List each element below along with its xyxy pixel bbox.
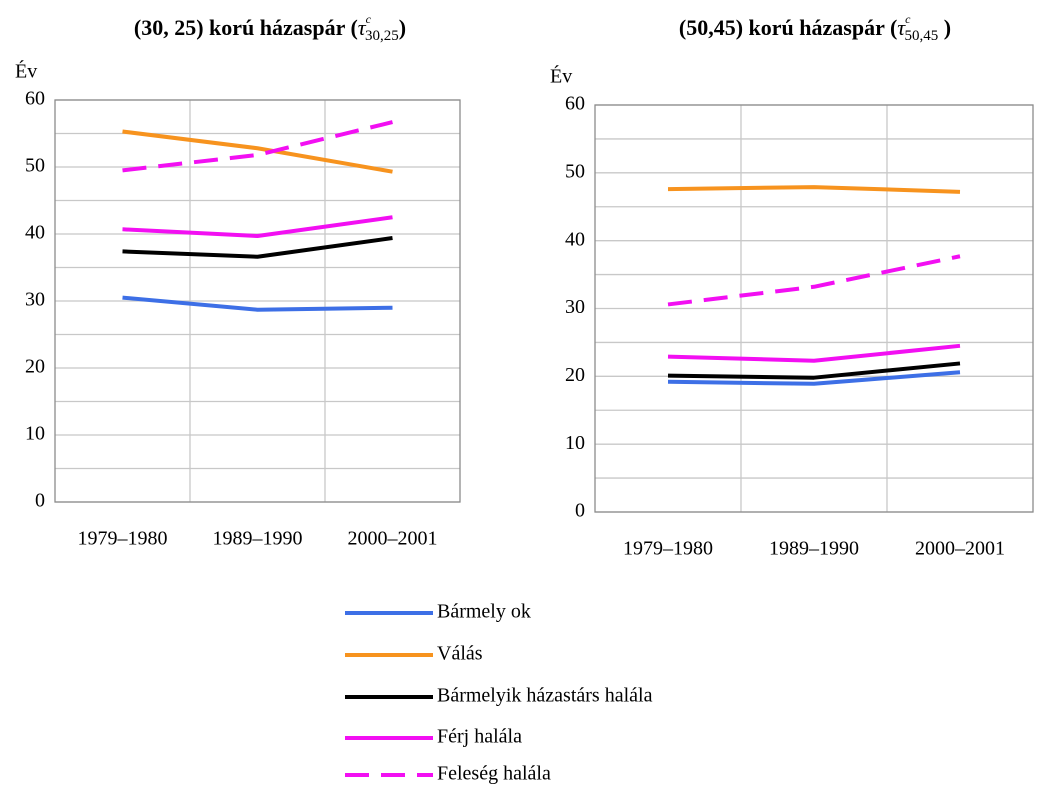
y-tick-label: 10 xyxy=(565,432,585,454)
title-superscript: c xyxy=(366,12,372,26)
y-tick-label: 20 xyxy=(565,364,585,386)
y-tick-label: 60 xyxy=(565,93,585,115)
plot-frame xyxy=(54,99,461,503)
title-symbol: τ xyxy=(358,15,367,40)
y-tick-label: 30 xyxy=(565,296,585,318)
title-text: (30, 25) korú házaspár ( xyxy=(134,15,358,40)
x-tick-label: 2000–2001 xyxy=(915,538,1005,560)
title-superscript: c xyxy=(905,12,911,26)
y-tick-label: 0 xyxy=(575,500,585,522)
series-line xyxy=(667,343,961,363)
series-line xyxy=(122,129,393,174)
legend-label: Bármely ok xyxy=(437,601,531,623)
y-tick-label: 20 xyxy=(25,356,45,378)
title-subscript: 30,25 xyxy=(365,28,399,44)
y-tick-label: 10 xyxy=(25,423,45,445)
y-tick-label: 50 xyxy=(25,155,45,177)
series-line xyxy=(667,370,961,386)
title-close: ) xyxy=(399,15,406,40)
series-line xyxy=(667,254,961,307)
chart-title: (50,45) korú házaspár (τc 50,45 ) xyxy=(679,12,951,45)
x-tick-label: 1979–1980 xyxy=(623,538,713,560)
legend-label: Férj halála xyxy=(437,726,522,748)
x-tick-label: 1989–1990 xyxy=(769,538,859,560)
y-tick-label: 60 xyxy=(25,88,45,110)
series-line xyxy=(122,120,393,173)
y-tick-label: 30 xyxy=(25,289,45,311)
y-axis-label: Év xyxy=(15,60,37,83)
legend-label: Bármelyik házastárs halála xyxy=(437,685,653,707)
title-symbol: τ xyxy=(897,15,906,40)
y-tick-label: 0 xyxy=(35,490,45,512)
x-tick-label: 2000–2001 xyxy=(348,528,438,550)
x-tick-label: 1989–1990 xyxy=(213,528,303,550)
y-tick-label: 50 xyxy=(565,160,585,182)
chart-title: (30, 25) korú házaspár (τc 30,25) xyxy=(134,12,406,45)
legend-label: Feleség halála xyxy=(437,763,551,785)
y-tick-label: 40 xyxy=(25,222,45,244)
title-subscript: 50,45 xyxy=(905,28,939,44)
title-close: ) xyxy=(938,15,951,40)
plot-frame xyxy=(594,104,1034,513)
x-tick-label: 1979–1980 xyxy=(78,528,168,550)
y-tick-label: 40 xyxy=(565,228,585,250)
title-text: (50,45) korú házaspár ( xyxy=(679,15,897,40)
series-line xyxy=(667,185,961,194)
series-line xyxy=(667,361,961,380)
legend-label: Válás xyxy=(437,643,483,665)
series-line xyxy=(122,295,393,312)
series-line xyxy=(122,215,393,239)
series-line xyxy=(122,236,393,259)
y-axis-label: Év xyxy=(550,65,572,88)
